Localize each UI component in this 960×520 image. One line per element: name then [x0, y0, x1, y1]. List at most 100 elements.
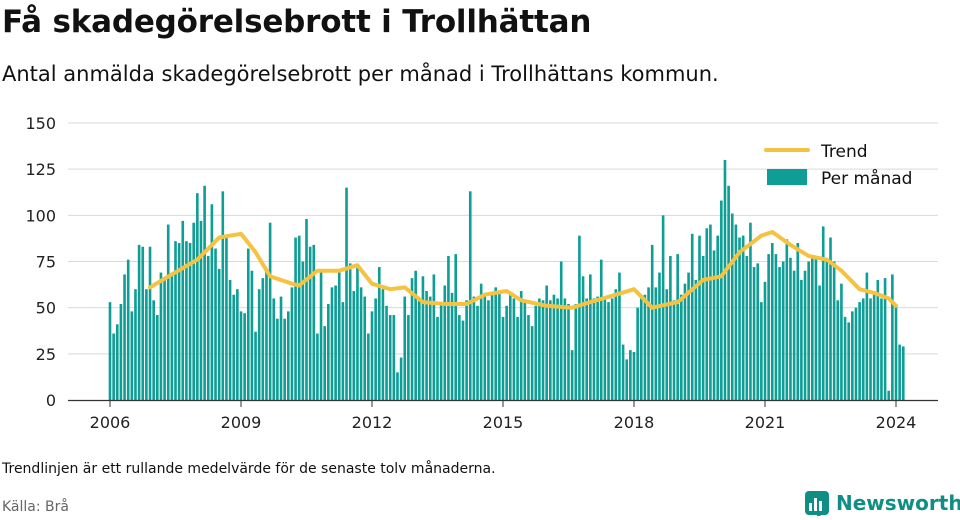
bar: [672, 300, 676, 400]
bar: [625, 359, 629, 400]
bar: [337, 270, 341, 400]
bar: [115, 324, 119, 400]
bar: [654, 287, 658, 400]
bar: [632, 351, 636, 400]
bar: [679, 294, 683, 400]
bar: [752, 267, 756, 400]
x-tick-label: 2021: [745, 413, 786, 432]
bar: [894, 303, 898, 400]
bar: [505, 305, 508, 400]
x-tick-label: 2015: [483, 413, 524, 432]
bar: [174, 241, 177, 400]
bar: [308, 246, 312, 400]
bar: [581, 276, 585, 400]
y-tick-label: 100: [25, 206, 56, 225]
bar: [745, 255, 749, 400]
bar: [468, 191, 472, 400]
bar: [246, 248, 250, 400]
bar: [352, 291, 356, 400]
bar: [785, 239, 789, 400]
bar: [439, 302, 443, 400]
bar: [108, 302, 112, 400]
bar: [519, 291, 523, 400]
bar: [523, 302, 527, 400]
bar: [567, 303, 570, 400]
bar: [137, 244, 141, 400]
bar: [814, 257, 818, 400]
bar: [756, 263, 760, 400]
bar: [570, 350, 574, 400]
bar: [301, 261, 305, 400]
bar: [687, 272, 690, 400]
bar: [767, 254, 770, 400]
bar: [796, 243, 800, 400]
y-tick-label: 25: [36, 345, 56, 364]
legend-trend-label: Trend: [820, 142, 868, 162]
bar: [297, 235, 301, 400]
bar: [461, 320, 465, 400]
bar: [807, 261, 810, 400]
bar: [610, 298, 614, 400]
legend-bar-swatch: [767, 169, 807, 185]
bar: [636, 307, 639, 400]
bar: [643, 294, 647, 400]
bar: [410, 278, 414, 400]
bar: [792, 270, 796, 400]
bar: [392, 315, 396, 400]
bar: [345, 187, 348, 400]
bar: [716, 235, 720, 400]
bar: [658, 272, 661, 400]
bar: [206, 255, 210, 400]
brand-logo: Newsworthy: [804, 488, 960, 518]
chart-title: Få skadegörelsebrott i Trollhättan: [2, 4, 592, 40]
y-tick-label: 150: [25, 114, 56, 133]
x-axis-ticks: 2006 2009 2012 2015 2018 2021 2024: [90, 400, 916, 432]
bar: [698, 235, 701, 400]
bar: [341, 302, 345, 400]
bar: [203, 185, 206, 400]
bar: [898, 344, 901, 400]
bar: [705, 228, 709, 400]
bar: [538, 298, 541, 400]
bar: [508, 292, 512, 400]
y-tick-label: 125: [25, 160, 56, 179]
bar: [458, 315, 461, 400]
bar: [858, 302, 861, 400]
bar: [257, 289, 261, 400]
bar: [676, 254, 679, 400]
bar: [578, 235, 581, 400]
bar: [479, 283, 483, 400]
bar: [530, 326, 534, 400]
bar: [552, 294, 556, 400]
bar: [548, 300, 552, 400]
bar: [621, 344, 625, 400]
bar: [425, 291, 428, 400]
bar: [359, 287, 363, 400]
bar: [279, 296, 283, 400]
bar: [228, 279, 232, 400]
bar: [454, 254, 458, 400]
bar: [589, 274, 592, 400]
bar: [599, 259, 603, 400]
bar: [516, 316, 519, 400]
newsworthy-logo-icon: [805, 491, 829, 516]
bar: [272, 298, 276, 400]
bar: [417, 300, 421, 400]
bar: [210, 204, 214, 400]
bar: [709, 224, 712, 400]
bar: [872, 294, 876, 400]
bar: [432, 274, 436, 400]
bar: [199, 220, 203, 400]
bar: [861, 298, 865, 400]
bar: [629, 350, 632, 400]
legend: Trend Per månad: [764, 142, 912, 189]
bar: [883, 278, 887, 400]
bar: [534, 305, 538, 400]
bar: [585, 298, 589, 400]
bar: [720, 200, 723, 400]
bar: [818, 285, 821, 400]
bar: [370, 311, 374, 400]
bar: [250, 270, 254, 400]
bar: [836, 300, 840, 400]
y-tick-label: 75: [36, 253, 56, 272]
